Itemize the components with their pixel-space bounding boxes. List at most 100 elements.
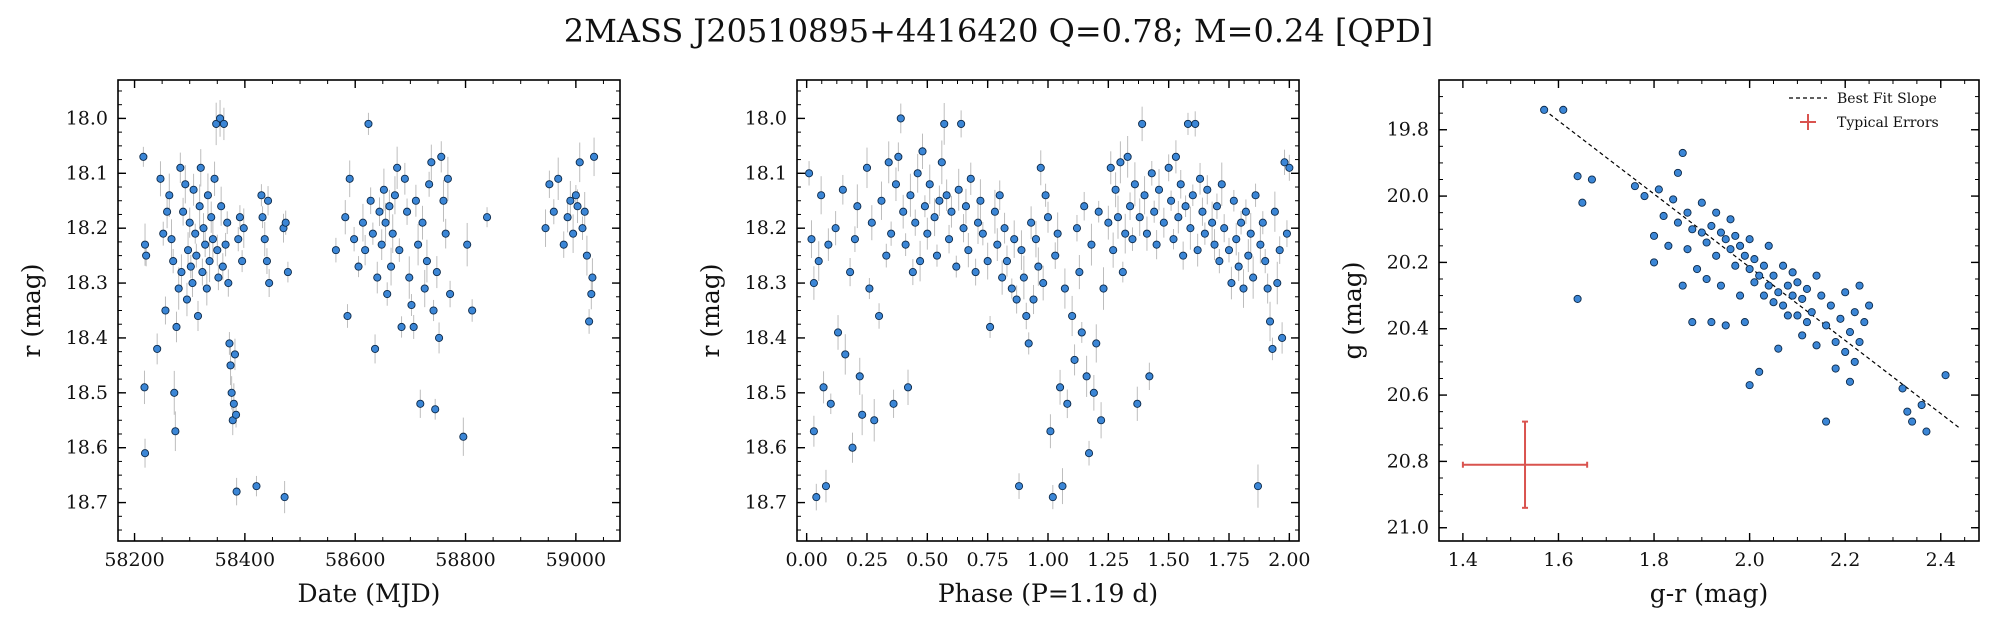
data-point [1121, 229, 1130, 238]
data-point [1019, 273, 1028, 282]
x-tick-label: 59000 [546, 549, 606, 571]
data-point [1237, 218, 1246, 227]
data-point [1630, 182, 1639, 191]
data-point [1147, 169, 1156, 178]
data-point [1745, 235, 1754, 244]
data-point [995, 191, 1004, 200]
data-point [239, 224, 248, 233]
data-point [1908, 417, 1917, 426]
data-point [578, 224, 587, 233]
data-point [198, 268, 207, 277]
data-point [1273, 279, 1282, 288]
data-point [1736, 241, 1745, 250]
data-point [1056, 383, 1065, 392]
data-point [1903, 407, 1912, 416]
x-tick-label: 2.0 [1735, 549, 1765, 571]
data-point [1109, 246, 1118, 255]
data-point [913, 169, 922, 178]
data-point [1229, 196, 1238, 205]
data-point [1234, 262, 1243, 271]
data-point [207, 213, 216, 222]
data-point [959, 224, 968, 233]
data-point [234, 235, 243, 244]
data-point [483, 213, 492, 222]
data-point [1802, 284, 1812, 293]
data-point [1017, 246, 1026, 255]
data-point [998, 273, 1007, 282]
data-point [1640, 192, 1649, 201]
data-point [1186, 224, 1195, 233]
data-point [1010, 235, 1019, 244]
data-point [208, 235, 217, 244]
data-point [140, 449, 150, 458]
data-point [1774, 288, 1783, 297]
data-point [1087, 240, 1096, 249]
data-point [824, 240, 833, 249]
data-point [1246, 229, 1255, 238]
legend-label: Typical Errors [1837, 115, 1939, 131]
y-tick-label: 18.2 [745, 217, 787, 239]
data-point [826, 399, 835, 408]
data-point [1140, 191, 1149, 200]
data-point [411, 196, 420, 205]
data-point [405, 273, 414, 282]
data-point [403, 207, 412, 216]
data-point [1831, 337, 1840, 347]
data-point [1540, 105, 1549, 114]
data-point [371, 344, 380, 353]
data-point [1736, 291, 1745, 300]
data-point [191, 229, 200, 238]
chart-light-curve: 58200 58400 58600 58800 59000 18.0 18.1 18.2 18.… [17, 79, 621, 608]
data-point [227, 388, 236, 397]
data-point [875, 311, 884, 321]
data-point [1145, 372, 1154, 381]
y-tick-label: 18.7 [66, 492, 108, 514]
data-point [214, 273, 223, 282]
data-point [541, 224, 550, 233]
data-point [1731, 231, 1740, 240]
x-axis-label: g-r (mag) [1650, 579, 1768, 608]
data-point [201, 240, 210, 249]
data-point [1817, 291, 1826, 300]
data-point [1043, 213, 1053, 222]
data-point [377, 240, 386, 249]
data-point [388, 229, 397, 238]
y-tick-label: 18.4 [745, 327, 787, 349]
data-point [1244, 251, 1253, 260]
data-point [1649, 258, 1659, 267]
data-point [139, 152, 148, 161]
data-point [1012, 295, 1021, 304]
y-tick-label: 18.3 [745, 272, 787, 294]
data-point [225, 339, 234, 348]
data-point [1179, 251, 1188, 260]
x-tick-label: 0.50 [906, 549, 948, 571]
data-point [441, 229, 450, 238]
data-point [986, 322, 995, 332]
data-point [232, 487, 241, 496]
data-point [409, 322, 418, 332]
data-point [383, 289, 392, 299]
data-point [1215, 257, 1224, 266]
data-point [179, 207, 188, 216]
data-point [210, 174, 219, 183]
data-point [855, 372, 864, 381]
data-point [821, 482, 831, 491]
data-point [1726, 245, 1735, 254]
data-point [865, 284, 874, 293]
data-point [944, 235, 954, 244]
data-point [817, 191, 826, 200]
legend-label: Best Fit Slope [1837, 91, 1937, 107]
data-point [1755, 367, 1764, 376]
data-point [1783, 281, 1792, 290]
x-tick-label: 1.25 [1087, 549, 1129, 571]
data-point [1712, 208, 1721, 217]
data-point [1721, 321, 1730, 330]
data-point [990, 207, 999, 216]
data-point [582, 251, 591, 260]
x-tick-label: 1.8 [1639, 549, 1669, 571]
data-point [1261, 257, 1270, 266]
data-point [1845, 328, 1855, 337]
data-point [364, 119, 373, 128]
data-point [185, 218, 194, 227]
